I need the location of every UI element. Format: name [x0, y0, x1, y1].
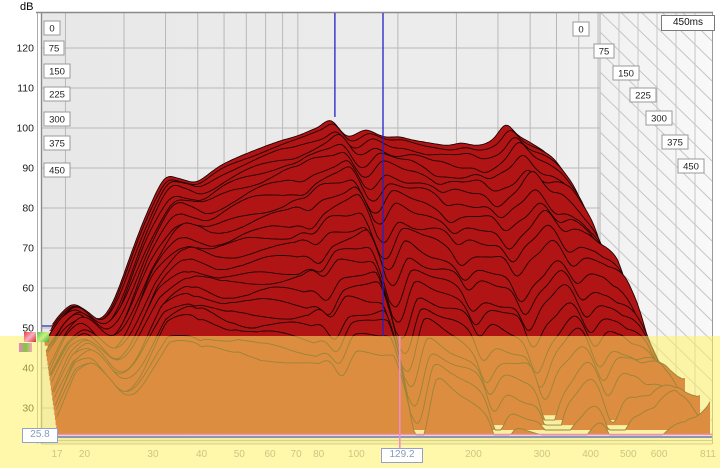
waterfall-slice-outline [50, 229, 666, 376]
waterfall-slice-outline [48, 133, 616, 341]
time-slice-label: 0 [578, 25, 583, 36]
db-tick-label: 90 [22, 163, 34, 175]
time-slice-label: 450 [683, 162, 699, 173]
waterfall-slice-outline [53, 281, 686, 393]
waterfall-slice-outline [47, 151, 626, 348]
waterfall-slice-outline [45, 160, 631, 353]
time-slice-label: 0 [49, 24, 54, 35]
db-tick-label: 110 [17, 83, 34, 95]
time-slice-box[interactable] [43, 63, 71, 79]
time-slice-box[interactable] [593, 43, 615, 59]
time-slice-label: 75 [599, 47, 610, 58]
time-slice-label: 150 [618, 69, 634, 80]
cursor-db-readout[interactable]: 25.8 [22, 428, 58, 443]
time-slice-box[interactable] [572, 21, 590, 37]
waterfall-slice-outline [49, 212, 656, 377]
db-tick-label: 60 [22, 283, 34, 295]
overlay-tint [0, 336, 720, 468]
time-slice-label: 225 [635, 91, 651, 102]
multicolor-swatch-icon [19, 343, 32, 352]
waterfall-slice-outline [51, 247, 671, 383]
green-swatch-icon [37, 332, 49, 342]
time-slice-box[interactable] [677, 158, 705, 174]
db-tick-label: 70 [22, 243, 34, 255]
time-slice-box[interactable] [43, 135, 71, 151]
waterfall-slice-outline [52, 120, 601, 325]
time-slice-label: 375 [667, 138, 683, 149]
time-slice-box[interactable] [661, 134, 689, 150]
waterfall-slice-outline [44, 143, 621, 343]
time-slice-label: 450 [49, 166, 65, 177]
waterfall-slice-outline [49, 226, 661, 375]
time-slice-box[interactable] [43, 111, 71, 127]
db-tick-label: 100 [16, 123, 34, 135]
db-tick-label: 120 [16, 43, 34, 55]
time-legend-left: 0 75 150 225 300 375 450 [43, 20, 71, 178]
waterfall-slice-outline [51, 258, 675, 401]
red-swatch-icon [24, 332, 36, 342]
db-tick-label: 50 [22, 323, 34, 335]
time-slice-box[interactable] [629, 87, 657, 103]
waterfall-slice-outline [49, 131, 611, 334]
time-slice-label: 300 [49, 115, 65, 126]
time-slice-box[interactable] [43, 40, 65, 56]
time-slice-label: 225 [49, 90, 65, 101]
time-slice-box[interactable] [43, 20, 61, 36]
time-slice-box[interactable] [645, 110, 673, 126]
cursor-readout-lines[interactable] [42, 336, 712, 448]
color-legend-icons [19, 331, 53, 353]
db-tick-label: 80 [22, 203, 34, 215]
time-slice-box[interactable] [612, 65, 640, 81]
waterfall-slice-outline [47, 179, 641, 353]
time-window-box[interactable]: 450ms [661, 15, 715, 31]
waterfall-slice-outline [46, 166, 636, 362]
time-slice-label: 300 [651, 114, 667, 125]
time-slice-box[interactable] [43, 86, 71, 102]
waterfall-slice-outline [50, 123, 606, 329]
waterfall-slice-outline [48, 194, 651, 373]
waterfall-slice-outline [47, 186, 646, 369]
db-axis-title: dB [20, 1, 34, 13]
time-slice-label: 375 [49, 139, 65, 150]
time-slice-label: 75 [49, 44, 60, 55]
cursor-freq-readout[interactable]: 129.2 [381, 448, 423, 463]
time-slice-label: 150 [49, 67, 65, 78]
time-slice-box[interactable] [43, 162, 71, 178]
